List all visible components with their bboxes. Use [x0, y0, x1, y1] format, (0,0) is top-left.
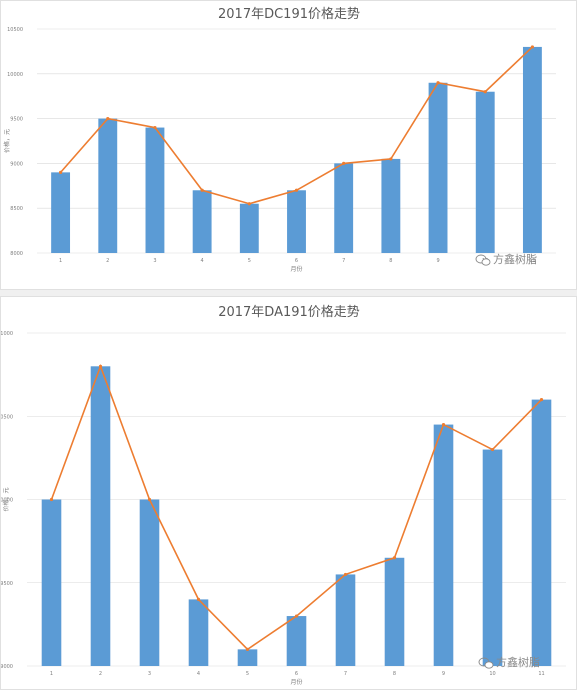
bar [287, 190, 306, 253]
bar [384, 557, 405, 666]
trend-point [147, 497, 152, 502]
x-tick-label: 5 [246, 671, 249, 677]
x-tick-label: 10 [489, 671, 495, 677]
bar [334, 163, 354, 253]
bar [475, 91, 495, 253]
x-tick-label: 4 [201, 258, 204, 264]
trend-point [58, 170, 63, 174]
x-tick-label: 11 [529, 258, 535, 264]
watermark-text: 方鑫树脂 [496, 655, 540, 669]
chart-panel-da191: 2017年DA191价格走势 9000 9500 10000 10500 11000 价格，… [0, 296, 577, 690]
chart-svg-da191: 2017年DA191价格走势 9000 9500 10000 10500 11000 价格，… [1, 304, 566, 686]
trend-point [98, 364, 103, 368]
trend-point [343, 572, 348, 577]
bar [239, 203, 259, 253]
bar [428, 82, 448, 253]
trend-point [153, 125, 157, 130]
trend-point [441, 422, 446, 427]
bar [335, 574, 356, 666]
x-tick-label: 6 [295, 258, 298, 264]
bar [237, 649, 258, 666]
y-tick-label: 9500 [10, 117, 23, 123]
bar [482, 449, 503, 666]
x-tick-label: 8 [393, 671, 396, 677]
y-tick-label: 9000 [1, 664, 13, 670]
chart-panel-dc191: 2017年DC191价格走势 8000 8500 9000 9500 10000 10500… [0, 0, 577, 290]
y-tick-label: 8000 [10, 251, 23, 257]
bar [51, 172, 71, 253]
bar [90, 366, 111, 666]
y-tick-label: 10500 [1, 414, 13, 420]
x-axis-label: 月份 [290, 265, 302, 273]
y-tick-label: 9500 [1, 581, 13, 587]
trend-point [436, 81, 440, 85]
x-tick-label: 7 [344, 671, 347, 677]
x-tick-label: 6 [295, 671, 298, 677]
wechat-icon [475, 254, 491, 266]
y-tick-label: 8500 [10, 206, 23, 212]
trend-point [200, 188, 204, 192]
y-tick-label: 10000 [1, 498, 13, 504]
y-axis-label: 价格，元 [2, 487, 10, 511]
y-tick-label: 10000 [7, 72, 23, 78]
x-tick-label: 2 [99, 671, 102, 677]
x-tick-label: 7 [342, 258, 345, 264]
bar [139, 499, 160, 666]
x-axis-label: 月份 [290, 678, 302, 686]
panel-separator [0, 290, 577, 296]
bar [41, 499, 62, 666]
x-tick-label: 9 [442, 671, 445, 677]
x-tick-label: 8 [389, 258, 392, 264]
trend-line [50, 363, 543, 651]
bar [531, 399, 552, 666]
wechat-icon [478, 657, 494, 669]
y-tick-label: 11000 [1, 331, 13, 337]
x-tick-label: 3 [153, 258, 156, 264]
x-tick-label: 11 [538, 671, 544, 677]
trend-point [294, 188, 299, 192]
x-tick-label: 9 [436, 258, 439, 264]
trend-point [49, 497, 54, 502]
bar [188, 599, 209, 666]
trend-point [342, 161, 346, 165]
trend-point [483, 90, 487, 94]
bar [286, 616, 307, 666]
bar [192, 190, 212, 253]
x-tick-label: 4 [197, 671, 200, 677]
trend-point [392, 556, 397, 560]
trend-point [196, 597, 201, 601]
trend-point [490, 447, 495, 452]
trend-point [247, 202, 251, 206]
bar [381, 158, 401, 253]
x-tick-label: 1 [59, 258, 62, 264]
trend-point [106, 117, 110, 121]
bar [433, 424, 454, 666]
y-axis-label: 价格，元 [3, 129, 11, 153]
trend-point [389, 157, 393, 161]
x-tick-label: 3 [148, 671, 151, 677]
chart-title: 2017年DA191价格走势 [218, 304, 360, 320]
bar [522, 46, 542, 253]
trend-point [245, 647, 250, 651]
x-tick-label: 2 [106, 258, 109, 264]
trend-point [539, 398, 544, 402]
y-tick-label: 10500 [7, 27, 23, 33]
x-tick-label: 1 [50, 671, 53, 677]
x-tick-label: 5 [248, 258, 251, 264]
y-tick-label: 9000 [10, 161, 23, 167]
chart-svg-dc191: 2017年DC191价格走势 8000 8500 9000 9500 10000 10500… [3, 6, 556, 273]
watermark-text: 方鑫树脂 [493, 252, 537, 266]
bar [98, 118, 118, 253]
trend-point [294, 614, 299, 618]
trend-point [530, 45, 535, 49]
trend-line [59, 46, 533, 205]
bar [145, 127, 165, 253]
chart-title: 2017年DC191价格走势 [218, 6, 360, 22]
